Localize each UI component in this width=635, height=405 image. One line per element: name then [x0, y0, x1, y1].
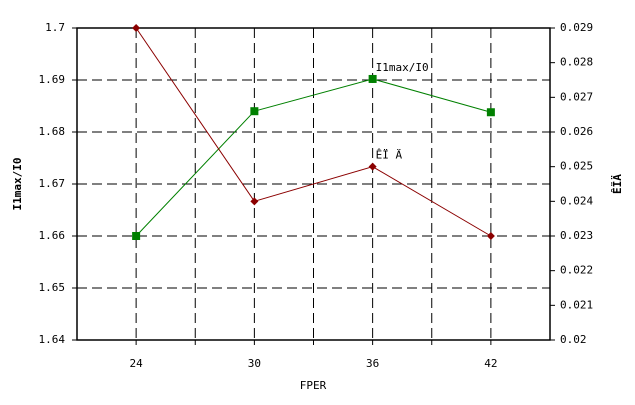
y2-tick-label: 0.028 — [560, 56, 593, 69]
marker — [250, 107, 259, 116]
y-axis-label: I1max/I0 — [11, 158, 24, 211]
y-tick-label: 1.69 — [39, 73, 66, 86]
x-tick-label: 36 — [366, 357, 379, 370]
marker — [132, 232, 141, 240]
y2-tick-label: 0.023 — [560, 229, 593, 242]
y2-tick-label: 0.022 — [560, 264, 593, 277]
y2-tick-label: 0.029 — [560, 21, 593, 34]
x-axis-label: FPER — [300, 379, 327, 392]
y2-axis-label: ÊÏÄ — [610, 174, 624, 194]
x-tick-label: 30 — [248, 357, 261, 370]
marker — [368, 162, 377, 171]
y-tick-label: 1.67 — [39, 177, 66, 190]
marker — [486, 108, 495, 117]
y-tick-label: 1.7 — [45, 21, 65, 34]
series-label: I1max/I0 — [376, 61, 429, 74]
marker — [368, 74, 377, 83]
series-line — [135, 27, 492, 237]
marker — [486, 232, 495, 240]
marker — [250, 197, 259, 206]
x-tick-label: 42 — [484, 357, 497, 370]
y-tick-label: 1.68 — [39, 125, 66, 138]
y2-tick-label: 0.026 — [560, 125, 593, 138]
y-tick-label: 1.65 — [39, 281, 66, 294]
y2-tick-label: 0.02 — [560, 333, 587, 346]
series-label: ÊÏ Ä — [376, 149, 403, 162]
series-line — [135, 78, 492, 237]
y-tick-label: 1.64 — [39, 333, 66, 346]
x-tick-label: 24 — [130, 357, 144, 370]
y2-tick-label: 0.024 — [560, 194, 593, 207]
marker — [132, 24, 141, 32]
y2-tick-label: 0.025 — [560, 160, 593, 173]
plot-frame — [76, 27, 551, 341]
y2-tick-label: 0.027 — [560, 90, 593, 103]
y2-tick-label: 0.021 — [560, 298, 593, 311]
y-tick-label: 1.66 — [39, 229, 66, 242]
